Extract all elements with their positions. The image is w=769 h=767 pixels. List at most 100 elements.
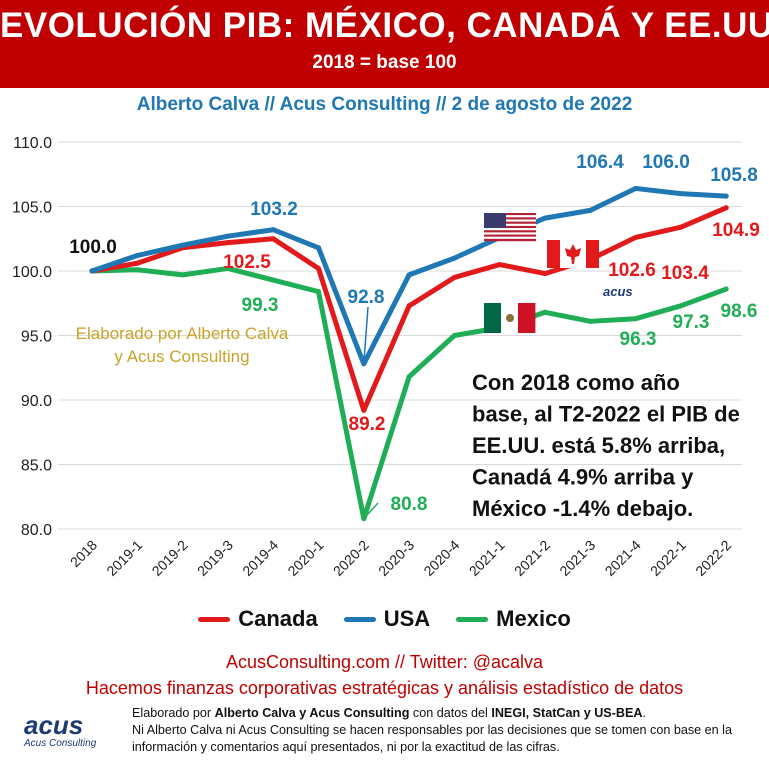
y-tick-label: 90.0 (21, 393, 52, 410)
slogan-line: Hacemos finanzas corporativas estratégic… (85, 678, 684, 698)
point-canada (406, 303, 412, 309)
x-tick-label: 2021-3 (556, 537, 598, 579)
point-mexico (270, 277, 276, 283)
data-label: 100.0 (69, 237, 117, 258)
callout-line (363, 306, 369, 364)
logo-wordmark: acus (24, 710, 84, 740)
point-usa (180, 242, 186, 248)
x-tick-label: 2019-2 (149, 537, 191, 579)
y-tick-label: 100.0 (12, 264, 52, 281)
point-usa (542, 215, 548, 221)
point-canada (225, 240, 231, 246)
acus-logo: acus Acus Consulting (24, 712, 114, 749)
point-usa (225, 233, 231, 239)
legend-swatch-usa (343, 616, 376, 622)
website-line: AcusConsulting.com // Twitter: @acalva (225, 652, 544, 672)
disclaimer: Elaborado por Alberto Calva y Acus Consu… (132, 705, 762, 756)
data-label: 106.0 (642, 152, 690, 173)
x-tick-label: 2020-2 (330, 537, 372, 579)
point-canada (723, 205, 729, 211)
point-usa (134, 253, 140, 259)
point-mexico (542, 309, 548, 315)
point-mexico (225, 265, 231, 271)
x-tick-label: 2022-2 (692, 537, 734, 579)
legend-swatch-mexico (456, 616, 489, 622)
x-tick-label: 2020-3 (375, 537, 417, 579)
x-tick-label: 2021-1 (466, 537, 508, 579)
callout-line (363, 502, 379, 520)
mexico-flag-icon (484, 303, 536, 333)
point-mexico (451, 333, 457, 338)
summary-text: Con 2018 como año (472, 370, 680, 395)
point-canada (316, 265, 321, 271)
legend-label-canada: Canada (238, 606, 318, 631)
data-label: 92.8 (348, 287, 385, 308)
x-tick-label: 2019-4 (239, 537, 281, 579)
summary-text: Canadá 4.9% arriba y (472, 465, 694, 490)
usa-flag-icon (484, 213, 536, 242)
point-canada (134, 260, 140, 266)
point-mexico (406, 374, 412, 380)
x-tick-label: 2022-1 (647, 537, 689, 579)
point-usa (270, 227, 276, 233)
legend-label-mexico: Mexico (496, 606, 571, 631)
data-label: 102.6 (608, 260, 656, 281)
point-mexico (633, 316, 639, 322)
canada-flag-icon (547, 240, 599, 268)
data-label: 102.5 (223, 252, 271, 273)
legend-label-usa: USA (383, 606, 431, 631)
point-canada (451, 274, 457, 280)
legend-item-mexico: Mexico (456, 606, 571, 632)
data-label: 104.9 (712, 220, 760, 241)
logo-subtitle: Acus Consulting (24, 738, 97, 749)
data-label: 89.2 (349, 414, 386, 435)
point-mexico (134, 267, 140, 273)
legend-item-usa: USA (343, 606, 431, 632)
summary-text: México -1.4% debajo. (472, 496, 693, 521)
note-text: Elaborado por Alberto Calva (76, 324, 289, 343)
x-tick-label: 2018 (67, 537, 100, 570)
point-canada (361, 407, 367, 413)
point-mexico (723, 286, 729, 292)
y-tick-label: 105.0 (12, 200, 52, 217)
disclaimer-liability: Ni Alberto Calva ni Acus Consulting se h… (132, 723, 732, 754)
chart-title: EVOLUCIÓN PIB: MÉXICO, CANADÁ Y EE.UU. (0, 6, 769, 45)
data-label: 99.3 (242, 295, 279, 316)
point-mexico (587, 318, 593, 324)
legend: Canada USA Mexico (0, 606, 769, 632)
acus-watermark: acus (603, 284, 633, 299)
point-usa (406, 272, 412, 278)
data-label: 97.3 (673, 312, 710, 333)
summary-text: EE.UU. está 5.8% arriba, (472, 433, 725, 458)
point-usa (451, 255, 457, 261)
point-canada (542, 271, 548, 277)
x-tick-label: 2020-1 (284, 537, 326, 579)
title-banner: EVOLUCIÓN PIB: MÉXICO, CANADÁ Y EE.UU. 2… (0, 0, 769, 88)
point-canada (633, 234, 639, 240)
point-canada (497, 262, 503, 268)
data-label: 98.6 (721, 301, 758, 322)
point-mexico (678, 303, 684, 309)
point-usa (89, 268, 95, 274)
legend-item-canada: Canada (198, 606, 318, 632)
point-usa (723, 193, 729, 199)
point-usa (587, 207, 593, 213)
summary-text: base, al T2-2022 el PIB de (472, 402, 740, 427)
data-label: 96.3 (620, 329, 657, 350)
data-label: 80.8 (391, 494, 428, 515)
data-label: 105.8 (710, 165, 758, 186)
x-tick-label: 2019-3 (194, 537, 236, 579)
chart-subtitle: 2018 = base 100 (312, 52, 457, 73)
x-tick-label: 2021-2 (511, 537, 553, 579)
point-canada (270, 236, 276, 242)
disclaimer-source: Elaborado por Alberto Calva y Acus Consu… (132, 706, 646, 720)
point-usa (678, 191, 684, 197)
y-tick-label: 110.0 (13, 135, 52, 152)
point-usa (316, 245, 321, 251)
data-label: 106.4 (576, 152, 624, 173)
y-tick-label: 85.0 (21, 458, 52, 475)
point-mexico (316, 289, 321, 295)
data-label: 103.2 (250, 199, 298, 220)
data-label: 103.4 (661, 263, 709, 284)
